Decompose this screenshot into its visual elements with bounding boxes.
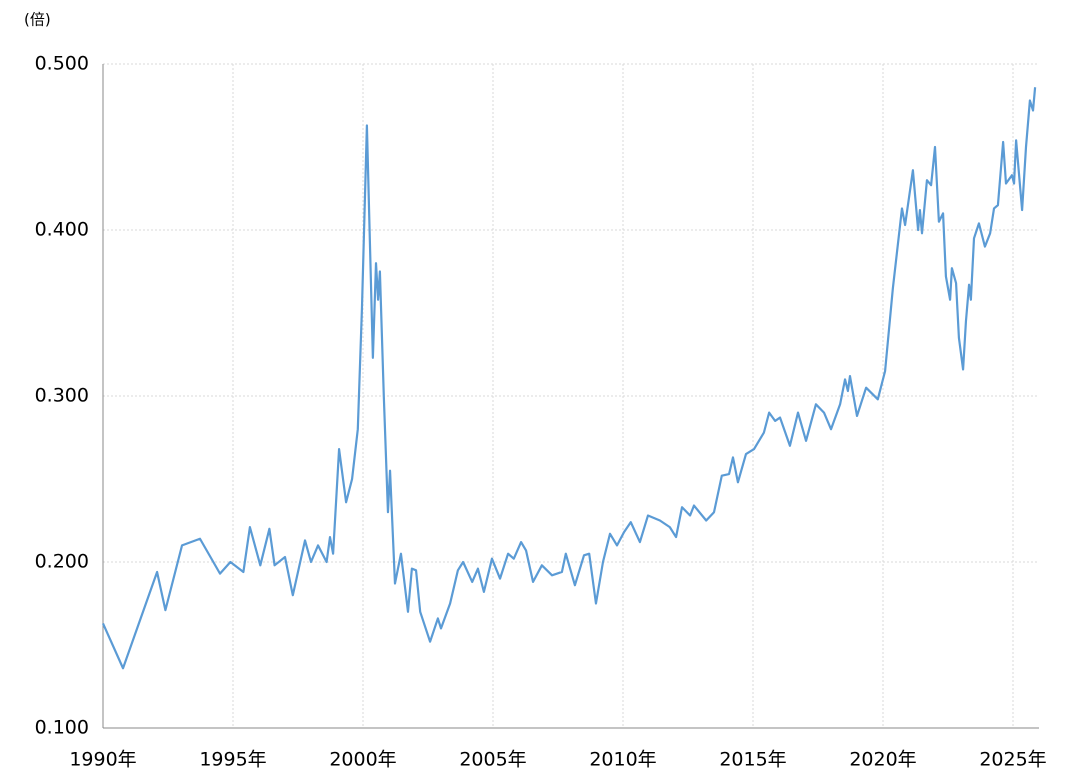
x-tick-label: 1990年 <box>69 749 136 771</box>
x-tick-label: 2025年 <box>979 749 1046 771</box>
x-tick-label: 2010年 <box>589 749 656 771</box>
y-tick-label: 0.100 <box>35 717 89 739</box>
y-axis-label: (倍) <box>24 11 51 29</box>
data-line <box>101 87 1037 670</box>
x-tick-label: 2000年 <box>329 749 396 771</box>
y-tick-label: 0.300 <box>35 385 89 407</box>
y-tick-label: 0.500 <box>35 53 89 75</box>
x-tick-label: 2005年 <box>459 749 526 771</box>
x-tick-label: 2020年 <box>849 749 916 771</box>
y-tick-label: 0.400 <box>35 219 89 241</box>
x-tick-label: 1995年 <box>199 749 266 771</box>
y-tick-label: 0.200 <box>35 551 89 573</box>
x-tick-label: 2015年 <box>719 749 786 771</box>
